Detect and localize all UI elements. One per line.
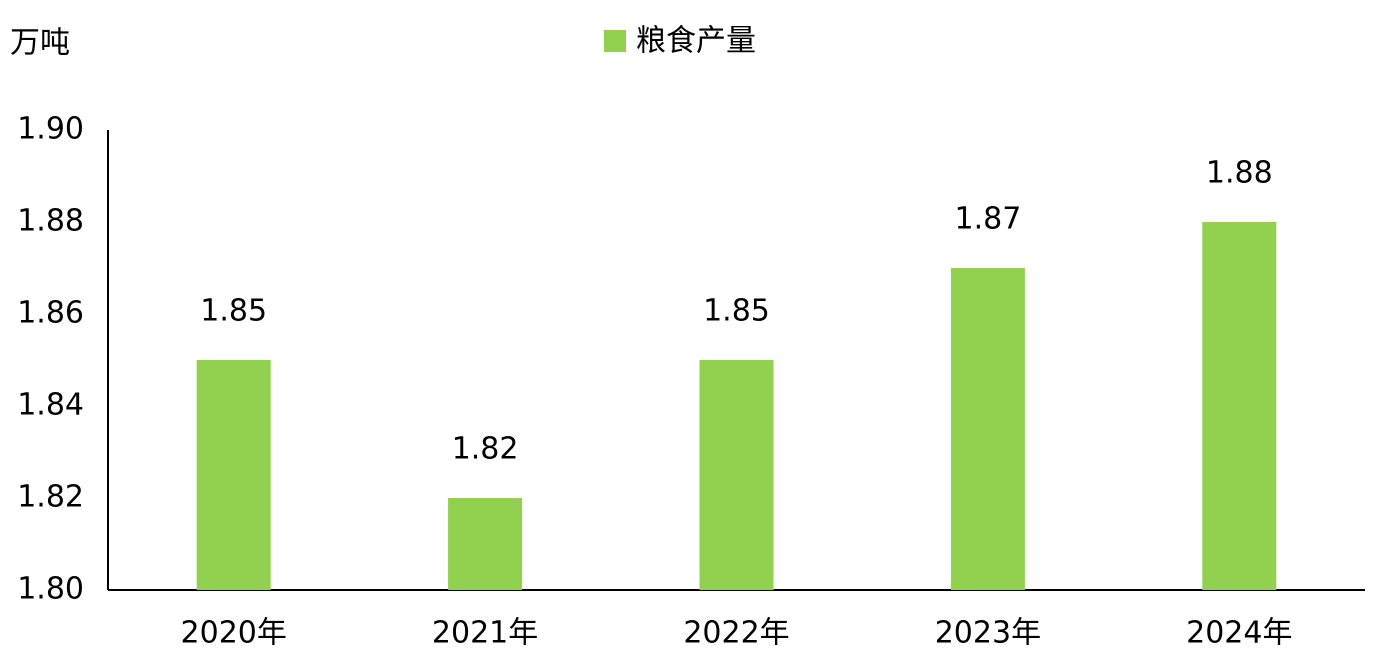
x-tick-label: 2024年 bbox=[1186, 616, 1292, 651]
bar bbox=[1202, 222, 1277, 590]
y-axis-label: 万吨 bbox=[10, 26, 70, 61]
y-tick-label: 1.90 bbox=[17, 112, 84, 147]
legend-label: 粮食产量 bbox=[636, 24, 756, 59]
legend-swatch bbox=[604, 30, 626, 52]
x-tick-label: 2020年 bbox=[181, 616, 287, 651]
y-tick-label: 1.82 bbox=[17, 480, 84, 515]
y-tick-label: 1.80 bbox=[17, 572, 84, 607]
data-label: 1.88 bbox=[1206, 156, 1273, 191]
bar bbox=[448, 498, 523, 590]
bar bbox=[699, 360, 774, 590]
y-tick-label: 1.84 bbox=[17, 388, 84, 423]
bar bbox=[950, 268, 1025, 590]
x-tick-label: 2021年 bbox=[432, 616, 538, 651]
data-label: 1.82 bbox=[452, 432, 519, 467]
y-tick-label: 1.86 bbox=[17, 296, 84, 331]
y-tick-label: 1.88 bbox=[17, 204, 84, 239]
x-tick-label: 2022年 bbox=[683, 616, 789, 651]
bar bbox=[196, 360, 271, 590]
data-label: 1.85 bbox=[200, 294, 267, 329]
data-label: 1.87 bbox=[955, 202, 1022, 237]
x-tick-label: 2023年 bbox=[935, 616, 1041, 651]
data-label: 1.85 bbox=[703, 294, 770, 329]
